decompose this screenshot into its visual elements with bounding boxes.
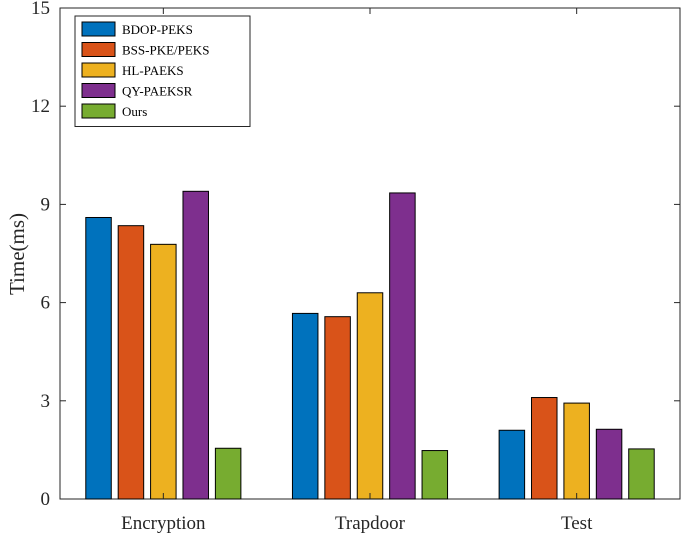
- bar-ours-encryption: [214, 447, 242, 500]
- bar-qy-paeksr-encryption: [182, 190, 209, 500]
- legend-label: BSS-PKE/PEKS: [122, 43, 209, 58]
- y-axis-label: Time(ms): [5, 213, 29, 295]
- y-tick-label: 9: [41, 194, 51, 215]
- legend-label: Ours: [122, 104, 147, 119]
- bar-hl-paeks-test: [563, 402, 590, 500]
- y-tick-label: 3: [41, 391, 51, 412]
- y-tick-label: 12: [31, 96, 50, 117]
- y-tick-label: 0: [41, 489, 51, 510]
- bar-bdop-peks-test: [498, 429, 526, 500]
- legend-label: HL-PAEKS: [122, 63, 184, 78]
- bar-bdop-peks-trapdoor: [291, 312, 319, 500]
- bar-hl-paeks-encryption: [150, 243, 177, 500]
- x-tick-label-trapdoor: Trapdoor: [335, 513, 406, 534]
- legend-swatch: [81, 103, 116, 119]
- legend-label: QY-PAEKSR: [122, 84, 193, 99]
- bar-qy-paeksr-trapdoor: [389, 192, 416, 500]
- bar-bss-pke-peks-trapdoor: [324, 316, 351, 500]
- y-axis: 0 3 6 9 12 15: [31, 0, 680, 510]
- bar-bss-pke-peks-test: [531, 397, 558, 500]
- legend-label: BDOP-PEKS: [122, 22, 193, 37]
- bar-ours-test: [628, 448, 655, 500]
- legend-swatch: [81, 83, 116, 98]
- bar-ours-trapdoor: [421, 450, 449, 500]
- legend: BDOP-PEKS BSS-PKE/PEKS HL-PAEKS QY-PAEKSR Ou…: [74, 15, 251, 127]
- legend-swatch: [81, 21, 116, 37]
- bar-qy-paeksr-test: [595, 428, 623, 500]
- x-axis: Encryption Trapdoor Test: [121, 8, 593, 534]
- y-tick-label: 6: [41, 293, 51, 314]
- legend-swatch: [81, 42, 116, 57]
- bar-hl-paeks-trapdoor: [356, 292, 384, 500]
- x-tick-label-test: Test: [561, 513, 593, 534]
- bar-bss-pke-peks-encryption: [117, 225, 145, 500]
- bar-bdop-peks-encryption: [85, 216, 112, 500]
- y-tick-label: 15: [31, 0, 50, 19]
- x-tick-label-encryption: Encryption: [121, 513, 206, 534]
- legend-swatch: [81, 62, 116, 78]
- bars-group: [85, 190, 655, 500]
